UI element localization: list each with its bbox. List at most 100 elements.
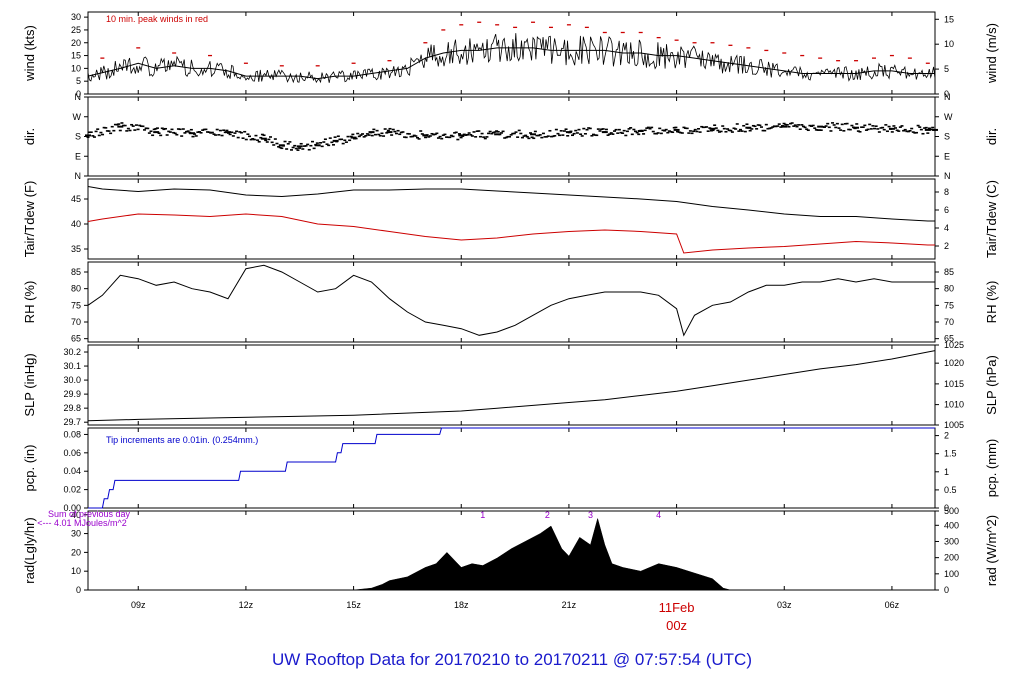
y-tick-label-left: 10: [71, 566, 81, 576]
y-tick-label-right: 300: [944, 536, 959, 546]
y-tick-label-left: 80: [71, 284, 81, 294]
panel-frame: [87, 178, 936, 260]
y-tick-label-left: 30: [71, 12, 81, 22]
y-tick-label-left: 0.00: [63, 503, 81, 513]
y-tick-label-left: 5: [76, 76, 81, 86]
y-tick-label-left: 30.2: [63, 347, 81, 357]
y-tick-label-right: 100: [944, 569, 959, 579]
y-tick-label-left: 30.1: [63, 361, 81, 371]
radiation-area: [353, 517, 731, 591]
y-tick-label-left: 29.9: [63, 389, 81, 399]
y-tick-label-left: 0: [76, 89, 81, 99]
y-tick-label-right: 1010: [944, 400, 964, 410]
y-tick-label-right: 1025: [944, 340, 964, 350]
y-tick-label-right: 15: [944, 14, 954, 24]
y-axis-label-left: RH (%): [22, 281, 37, 324]
x-axis: 09z 12z 15z 18z 21z 11Feb 00z 03z 06z: [131, 600, 900, 633]
panel-annotation: 10 min. peak winds in red: [106, 14, 208, 24]
y-tick-label-right: 8: [944, 187, 949, 197]
y-tick-label-left: 15: [71, 51, 81, 61]
panel-pcp: pcp. (in) pcp. (mm) 0.00 0.02 0.04 0.06 0.08 0 0…: [22, 427, 999, 513]
y-axis-label-left: Tair/Tdew (F): [22, 181, 37, 258]
y-tick-label-right: 1.5: [944, 449, 957, 459]
y-tick-label-right: 0: [944, 503, 949, 513]
x-tick-label: 12z: [239, 600, 254, 610]
y-tick-label-right: 1020: [944, 358, 964, 368]
y-tick-label-right: 1: [944, 467, 949, 477]
series-line-precipitation: [88, 427, 935, 509]
panel-temp: Tair/Tdew (F) Tair/Tdew (C) 35 40 45 2 4 6 8: [22, 178, 999, 260]
y-tick-label-right: 0: [944, 89, 949, 99]
y-tick-label-right: N: [944, 92, 951, 102]
y-tick-label-right: 200: [944, 553, 959, 563]
y-tick-label-right: W: [944, 112, 953, 122]
y-tick-label-left: 29.8: [63, 403, 81, 413]
x-tick-label: 15z: [346, 600, 361, 610]
panel-rh: RH (%) RH (%) 65 70 75 80 85 65 70 75 80 85: [22, 261, 999, 344]
panel-annotation: Sum of previous day: [48, 509, 131, 519]
y-tick-label-right: 1015: [944, 379, 964, 389]
x-date-label: 11Feb: [659, 600, 695, 615]
marker-label: 3: [588, 510, 593, 520]
y-tick-label-left: 0.08: [63, 429, 81, 439]
y-tick-label-right: E: [944, 151, 950, 161]
y-tick-label-left: 30.0: [63, 375, 81, 385]
y-tick-label-right: 0: [944, 585, 949, 595]
y-tick-label-right: 75: [944, 300, 954, 310]
x-tick-label: 09z: [131, 600, 146, 610]
series-line-Tair: [87, 186, 935, 222]
y-axis-label-left: SLP (inHg): [22, 353, 37, 416]
y-axis-label-left: wind (kts): [22, 25, 37, 82]
y-tick-label-left: 10: [71, 63, 81, 73]
y-tick-label-right: 80: [944, 284, 954, 294]
panel-frame: [87, 344, 936, 426]
x-tick-label: 18z: [454, 600, 469, 610]
series-line-RH: [87, 264, 935, 337]
marker-label: 1: [480, 510, 485, 520]
y-tick-label-right: S: [944, 132, 950, 142]
series-line-SLP: [87, 350, 936, 422]
y-tick-label-right: 2: [944, 241, 949, 251]
y-tick-label-left: 0.02: [63, 485, 81, 495]
chart-title: UW Rooftop Data for 20170210 to 20170211…: [271, 650, 752, 669]
x-tick-label: 03z: [777, 600, 792, 610]
y-tick-label-left: 25: [71, 25, 81, 35]
panel-annotation: <--- 4.01 MJoules/m^2: [37, 518, 127, 528]
y-tick-label-right: 6: [944, 205, 949, 215]
y-tick-label-right: 70: [944, 317, 954, 327]
y-axis-label-right: wind (m/s): [984, 23, 999, 84]
panel-wind: wind (kts) wind (m/s) 0 5 10 15 20 25 30 0 5 10 15 10…: [22, 11, 999, 99]
panel-rad: rad(Lgly/hr) rad (W/m^2)01020304001002003…: [22, 506, 999, 595]
y-tick-label-left: 29.7: [63, 417, 81, 427]
y-tick-label-left: N: [75, 171, 82, 181]
y-tick-label-left: W: [73, 112, 82, 122]
y-tick-label-left: 0.04: [63, 466, 81, 476]
y-axis-label-right: rad (W/m^2): [984, 515, 999, 586]
y-tick-label-right: 4: [944, 223, 949, 233]
y-axis-label-right: Tair/Tdew (C): [984, 180, 999, 258]
series-line-wind: [87, 47, 935, 80]
y-tick-label-right: 85: [944, 267, 954, 277]
y-tick-label-left: 65: [71, 334, 81, 344]
y-tick-label-right: 2: [944, 431, 949, 441]
panel-frame: [87, 11, 936, 95]
y-tick-label-left: 70: [71, 317, 81, 327]
y-axis-label-left: dir.: [22, 128, 37, 145]
y-tick-label-left: 30: [71, 529, 81, 539]
y-tick-label-left: 35: [71, 244, 81, 254]
y-axis-label-right: SLP (hPa): [984, 355, 999, 415]
y-tick-label-right: 400: [944, 520, 959, 530]
y-tick-label-left: 0: [76, 585, 81, 595]
y-axis-label-left: pcp. (in): [22, 445, 37, 492]
y-tick-label-right: 500: [944, 506, 959, 516]
y-axis-label-right: pcp. (mm): [984, 439, 999, 498]
y-tick-label-right: N: [944, 171, 951, 181]
y-tick-label-left: 40: [71, 510, 81, 520]
y-tick-label-right: 5: [944, 64, 949, 74]
x-tick-label: 21z: [562, 600, 577, 610]
panel-frame: [87, 261, 936, 343]
y-tick-label-left: N: [75, 92, 82, 102]
marker-label: 2: [545, 510, 550, 520]
